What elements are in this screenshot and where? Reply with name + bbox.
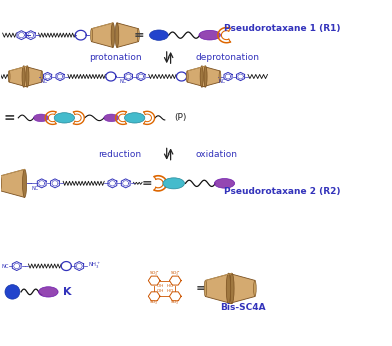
Text: =: =: [4, 111, 15, 125]
Text: =: =: [134, 29, 145, 42]
Ellipse shape: [226, 273, 231, 304]
Polygon shape: [0, 169, 25, 198]
Ellipse shape: [111, 23, 115, 47]
Ellipse shape: [0, 176, 2, 191]
Text: NC: NC: [219, 79, 226, 84]
Text: NH$_3^+$: NH$_3^+$: [88, 261, 101, 271]
Text: Bis-SC4A: Bis-SC4A: [220, 303, 266, 312]
Text: protonation: protonation: [89, 53, 141, 62]
Text: OH   HO: OH HO: [157, 284, 173, 288]
Polygon shape: [24, 66, 42, 87]
Ellipse shape: [91, 29, 93, 42]
Text: NC: NC: [31, 186, 39, 191]
Text: NC: NC: [40, 79, 48, 84]
Polygon shape: [117, 23, 138, 47]
Ellipse shape: [214, 179, 235, 188]
Ellipse shape: [186, 71, 188, 82]
Text: SO$_3^-$: SO$_3^-$: [170, 299, 181, 307]
Ellipse shape: [199, 30, 220, 40]
Ellipse shape: [204, 66, 207, 87]
Polygon shape: [205, 273, 232, 304]
Ellipse shape: [5, 285, 20, 299]
Ellipse shape: [149, 30, 168, 40]
Text: NC: NC: [2, 264, 9, 268]
Ellipse shape: [8, 71, 10, 82]
Ellipse shape: [104, 114, 119, 122]
Ellipse shape: [33, 114, 48, 122]
Text: K: K: [63, 287, 71, 297]
Ellipse shape: [38, 287, 58, 297]
Ellipse shape: [200, 66, 203, 87]
Ellipse shape: [219, 71, 221, 82]
Polygon shape: [9, 66, 27, 87]
Ellipse shape: [163, 178, 185, 189]
Ellipse shape: [22, 169, 27, 198]
Ellipse shape: [230, 273, 234, 304]
Text: (P): (P): [174, 113, 187, 122]
Text: SO$_3^-$: SO$_3^-$: [170, 270, 181, 279]
Ellipse shape: [26, 66, 29, 87]
Polygon shape: [202, 66, 220, 87]
Polygon shape: [187, 66, 205, 87]
Text: NC: NC: [120, 79, 127, 84]
Ellipse shape: [204, 280, 207, 297]
Text: =: =: [142, 177, 152, 190]
Text: oxidation: oxidation: [196, 149, 238, 158]
Ellipse shape: [125, 113, 145, 123]
Ellipse shape: [54, 113, 74, 123]
Text: Pseudorotaxane 1 (R1): Pseudorotaxane 1 (R1): [224, 24, 340, 33]
Text: OH   HO: OH HO: [157, 289, 173, 293]
Ellipse shape: [254, 280, 256, 297]
Ellipse shape: [22, 66, 25, 87]
Ellipse shape: [137, 29, 140, 42]
Text: SO$_3^-$: SO$_3^-$: [149, 270, 160, 279]
Text: deprotonation: deprotonation: [196, 53, 260, 62]
Ellipse shape: [115, 23, 119, 47]
Text: Pseudorotaxane 2 (R2): Pseudorotaxane 2 (R2): [224, 188, 340, 197]
Text: SO$_3^-$: SO$_3^-$: [149, 299, 160, 307]
Text: reduction: reduction: [98, 149, 141, 158]
Polygon shape: [229, 273, 255, 304]
Ellipse shape: [41, 71, 43, 82]
Text: =: =: [196, 282, 207, 295]
Polygon shape: [92, 23, 113, 47]
